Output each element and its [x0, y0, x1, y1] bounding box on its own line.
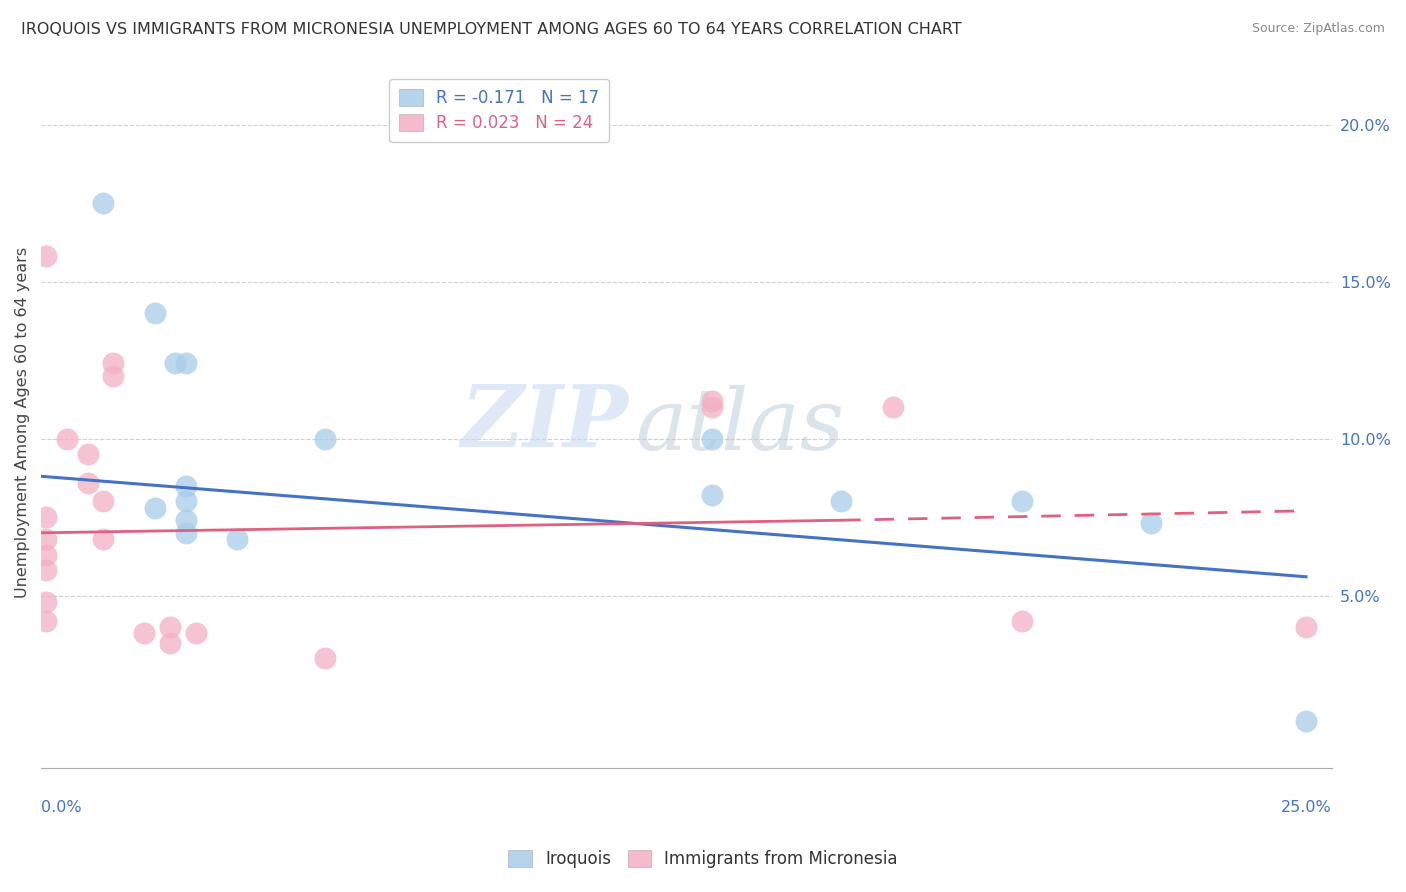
Point: [702, 488, 724, 502]
Point: [174, 356, 197, 370]
Point: [830, 494, 852, 508]
Point: [35, 564, 58, 578]
Point: [1140, 516, 1163, 531]
Point: [1011, 614, 1033, 628]
Point: [143, 500, 166, 515]
Point: [103, 368, 125, 383]
Point: [76, 475, 98, 490]
Point: [35, 249, 58, 263]
Text: atlas: atlas: [636, 385, 844, 467]
Point: [174, 525, 197, 540]
Point: [35, 595, 58, 609]
Point: [882, 400, 904, 414]
Point: [35, 510, 58, 524]
Legend: R = -0.171   N = 17, R = 0.023   N = 24: R = -0.171 N = 17, R = 0.023 N = 24: [389, 78, 609, 142]
Point: [1011, 494, 1033, 508]
Point: [1295, 714, 1317, 729]
Point: [174, 513, 197, 527]
Point: [143, 306, 166, 320]
Point: [702, 400, 724, 414]
Point: [35, 614, 58, 628]
Point: [314, 432, 336, 446]
Point: [91, 494, 114, 508]
Point: [314, 651, 336, 665]
Point: [103, 356, 125, 370]
Point: [159, 636, 181, 650]
Point: [35, 532, 58, 546]
Point: [134, 626, 156, 640]
Point: [174, 494, 197, 508]
Point: [91, 196, 114, 211]
Point: [174, 479, 197, 493]
Legend: Iroquois, Immigrants from Micronesia: Iroquois, Immigrants from Micronesia: [502, 843, 904, 875]
Point: [159, 620, 181, 634]
Y-axis label: Unemployment Among Ages 60 to 64 years: Unemployment Among Ages 60 to 64 years: [15, 247, 30, 599]
Point: [1295, 620, 1317, 634]
Text: 25.0%: 25.0%: [1281, 800, 1331, 814]
Point: [91, 532, 114, 546]
Point: [702, 393, 724, 408]
Text: 0.0%: 0.0%: [41, 800, 82, 814]
Point: [35, 548, 58, 562]
Text: IROQUOIS VS IMMIGRANTS FROM MICRONESIA UNEMPLOYMENT AMONG AGES 60 TO 64 YEARS CO: IROQUOIS VS IMMIGRANTS FROM MICRONESIA U…: [21, 22, 962, 37]
Text: Source: ZipAtlas.com: Source: ZipAtlas.com: [1251, 22, 1385, 36]
Point: [226, 532, 249, 546]
Point: [165, 356, 187, 370]
Point: [184, 626, 207, 640]
Point: [56, 432, 79, 446]
Text: ZIP: ZIP: [461, 381, 628, 465]
Point: [76, 447, 98, 461]
Point: [702, 432, 724, 446]
